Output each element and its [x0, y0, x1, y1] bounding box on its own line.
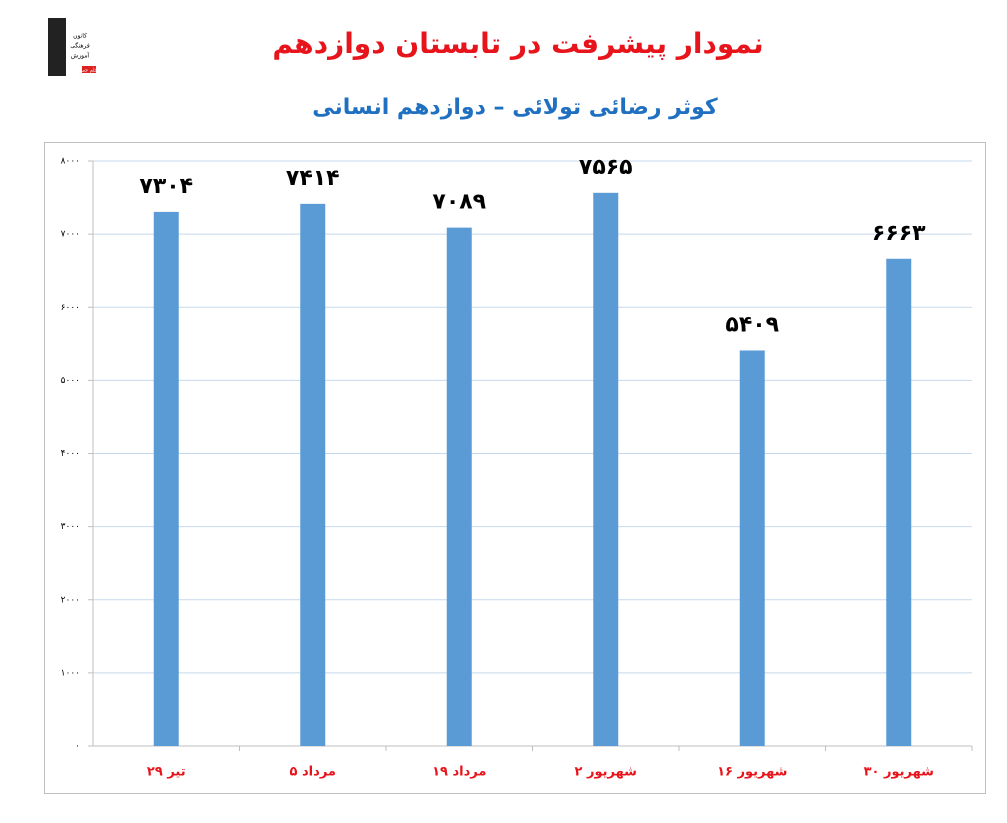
y-tick-label: ۱۰۰۰	[61, 668, 80, 678]
logo-text: قلم چی	[81, 68, 98, 74]
chart-subtitle: کوثر رضائی تولائی – دوازدهم انسانی	[312, 95, 718, 120]
x-tick-label: ۱۹ مرداد	[432, 765, 486, 780]
bar	[300, 203, 326, 746]
y-tick-label: ۲۰۰۰	[61, 595, 80, 605]
logo-text: آموزش	[71, 51, 90, 60]
x-tick-label: ۵ مرداد	[290, 765, 336, 780]
x-tick-label: ۲۹ تیر	[147, 765, 186, 780]
value-label: ۷۴۱۴	[286, 166, 340, 191]
value-label: ۷۵۶۵	[579, 155, 633, 180]
logo-text: کانون	[73, 33, 87, 40]
value-label: ۷۳۰۴	[139, 174, 193, 199]
logo-figure	[48, 18, 66, 76]
x-tick-label: ۲ شهریور	[575, 765, 637, 780]
y-tick-label: ۵۰۰۰	[61, 376, 80, 386]
bar	[739, 350, 765, 746]
y-tick-label: ۶۰۰۰	[61, 303, 80, 313]
y-tick-label: ۰	[75, 742, 80, 752]
logo-text: فرهنگی	[70, 42, 90, 50]
value-label: ۶۶۶۳	[872, 221, 926, 246]
logo: کانون فرهنگی آموزش قلم چی	[48, 18, 98, 76]
value-label: ۵۴۰۹	[725, 312, 779, 337]
bar	[446, 227, 472, 746]
chart-title: نمودار پیشرفت در تابستان دوازدهم	[272, 27, 763, 60]
bar	[153, 211, 179, 746]
bar	[593, 192, 619, 746]
x-tick-label: ۱۶ شهریور	[717, 765, 787, 780]
bar	[886, 258, 912, 746]
y-tick-label: ۳۰۰۰	[61, 522, 80, 532]
y-tick-label: ۴۰۰۰	[61, 449, 80, 459]
x-tick-label: ۳۰ شهریور	[864, 765, 934, 780]
y-tick-label: ۷۰۰۰	[61, 230, 80, 240]
chart-frame	[44, 142, 986, 794]
y-tick-label: ۸۰۰۰	[61, 157, 80, 167]
value-label: ۷۰۸۹	[432, 190, 486, 215]
logo-badge	[82, 66, 96, 73]
